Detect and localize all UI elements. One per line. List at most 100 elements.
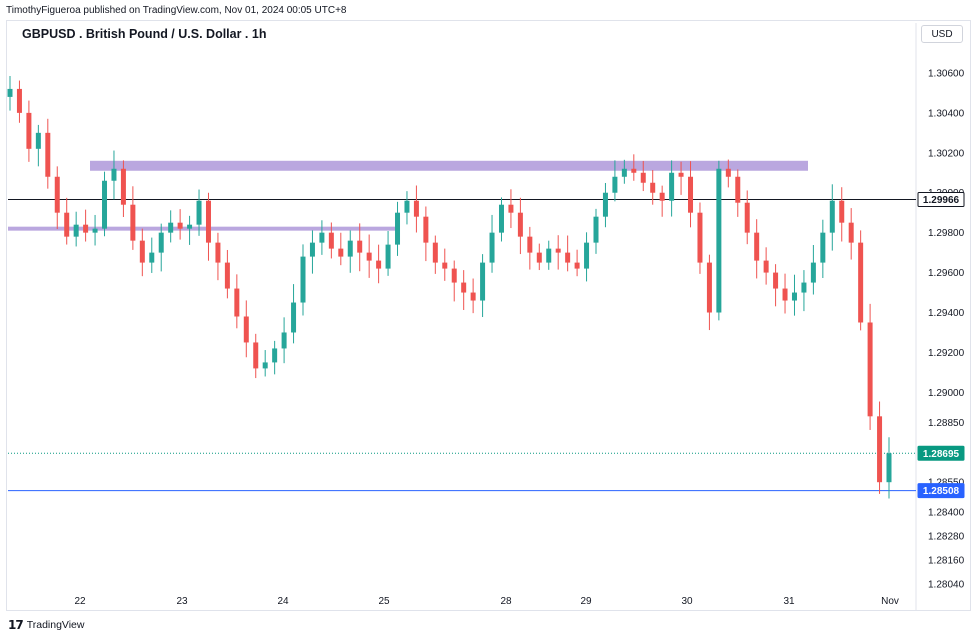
candle-body xyxy=(253,342,259,369)
candle-body xyxy=(650,182,656,193)
candle-body xyxy=(536,252,542,263)
y-tick-label: 1.29400 xyxy=(928,308,965,319)
candle-body xyxy=(413,200,419,217)
candle-body xyxy=(234,288,240,317)
candle-body xyxy=(451,268,457,283)
x-tick-label: 25 xyxy=(378,596,390,607)
candle-body xyxy=(149,252,155,263)
candle-body xyxy=(867,322,873,417)
y-tick-label: 1.29800 xyxy=(928,228,965,239)
candle-body xyxy=(782,288,788,301)
candle-body xyxy=(480,262,486,301)
candle-body xyxy=(224,262,230,289)
y-tick-label: 1.28850 xyxy=(928,418,965,429)
candle-body xyxy=(54,176,60,213)
candle-body xyxy=(678,172,684,177)
candle-body xyxy=(621,168,627,177)
candle-body xyxy=(612,176,618,193)
candle-body xyxy=(735,176,741,203)
candle-body xyxy=(168,222,174,233)
x-tick-label: 28 xyxy=(500,596,512,607)
candle-body xyxy=(205,200,211,243)
candle-body xyxy=(215,242,221,263)
candle-body xyxy=(16,88,22,113)
candle-body xyxy=(83,224,89,233)
price-tag-label: 1.28695 xyxy=(923,449,960,460)
candle-body xyxy=(243,316,249,343)
price-tag xyxy=(917,192,965,208)
candle-body xyxy=(262,362,268,369)
y-tick-label: 1.29200 xyxy=(928,348,965,359)
candle-body xyxy=(744,202,750,233)
candle-body xyxy=(158,232,164,253)
candle-body xyxy=(347,240,353,257)
candle-body xyxy=(26,112,32,149)
candle-body xyxy=(461,282,467,293)
candle-body xyxy=(395,212,401,245)
candle-body xyxy=(517,212,523,237)
candle-body xyxy=(546,248,552,263)
candle-body xyxy=(73,224,79,237)
price-tag xyxy=(917,483,965,499)
candle-body xyxy=(111,168,117,181)
candle-body xyxy=(130,204,136,241)
candle-body xyxy=(602,192,608,217)
x-tick-label: 31 xyxy=(783,596,795,607)
candle-body xyxy=(848,222,854,243)
y-tick-label: 1.29600 xyxy=(928,268,965,279)
candle-body xyxy=(366,252,372,261)
y-tick-label: 1.30200 xyxy=(928,148,965,159)
candle-body xyxy=(839,200,845,223)
y-tick-label: 1.29000 xyxy=(928,388,965,399)
candle-body xyxy=(508,204,514,213)
candle-body xyxy=(357,240,363,253)
candle-body xyxy=(309,242,315,257)
candle-body xyxy=(338,248,344,257)
candle-body xyxy=(527,236,533,253)
candle-body xyxy=(102,180,108,229)
candle-body xyxy=(829,200,835,233)
candle-body xyxy=(886,453,892,483)
candle-body xyxy=(584,242,590,269)
x-tick-label: 22 xyxy=(74,596,86,607)
candle-body xyxy=(376,260,382,269)
y-tick-label: 1.28280 xyxy=(928,532,965,543)
y-tick-label: 1.28040 xyxy=(928,580,965,591)
candle-body xyxy=(7,88,13,97)
candle-body xyxy=(470,292,476,301)
candle-body xyxy=(706,262,712,313)
candle-body xyxy=(631,168,637,173)
candle-body xyxy=(489,232,495,263)
candle-body xyxy=(820,232,826,263)
candle-body xyxy=(281,332,287,349)
candle-body xyxy=(45,132,51,177)
zone-rect xyxy=(90,160,808,171)
candle-body xyxy=(659,192,665,201)
candle-body xyxy=(442,262,448,269)
candle-body xyxy=(187,224,193,229)
candle-body xyxy=(669,172,675,201)
candle-body xyxy=(196,200,202,225)
candle-body xyxy=(423,216,429,243)
candle-body xyxy=(120,168,126,205)
candle-body xyxy=(791,292,797,301)
footer: 17 TradingView xyxy=(8,618,84,632)
candle-body xyxy=(640,172,646,183)
candle-body xyxy=(801,282,807,293)
candle-body xyxy=(64,212,70,237)
x-tick-label: Nov xyxy=(881,596,899,607)
candle-body xyxy=(754,232,760,261)
candle-body xyxy=(177,222,183,229)
x-tick-label: 24 xyxy=(277,596,289,607)
candle-body xyxy=(555,248,561,253)
tradingview-logo-icon: 17 xyxy=(8,618,24,632)
currency-button[interactable]: USD xyxy=(921,25,963,43)
candle-body xyxy=(763,260,769,273)
price-tag-label: 1.28508 xyxy=(923,486,960,497)
price-tag-label: 1.29966 xyxy=(923,195,960,206)
candle-body xyxy=(139,240,145,263)
price-tag xyxy=(917,445,965,461)
candle-body xyxy=(272,348,278,363)
chart-frame xyxy=(6,20,971,611)
